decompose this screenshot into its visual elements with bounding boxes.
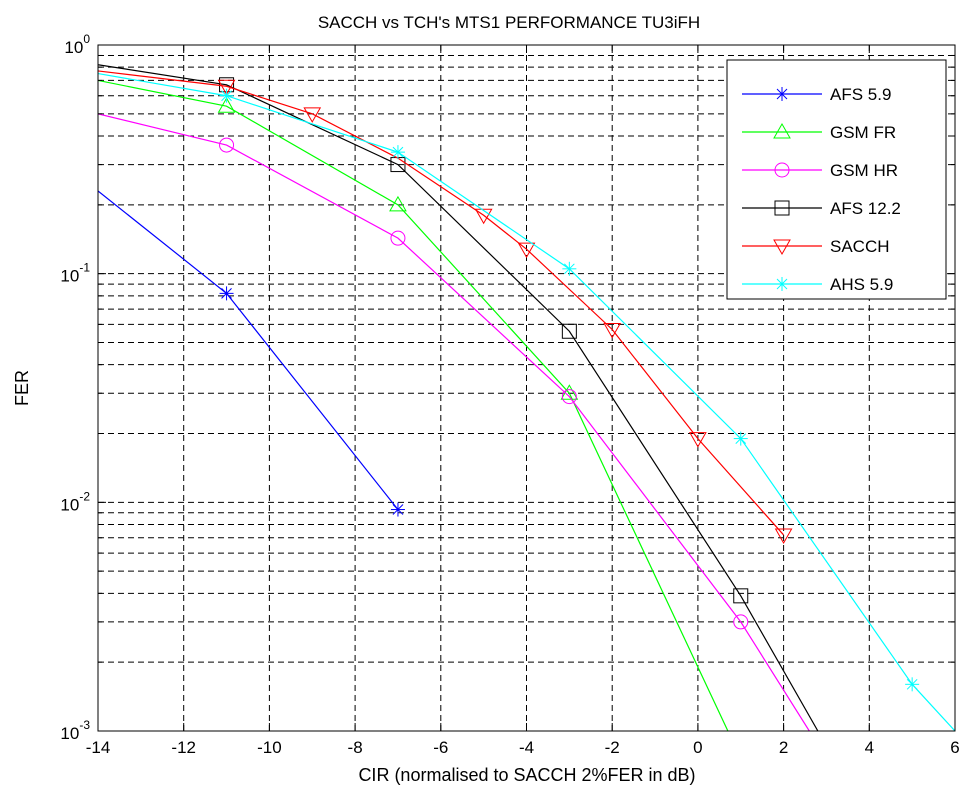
x-tick-label: 0 bbox=[693, 738, 702, 757]
x-tick-label: -4 bbox=[519, 738, 534, 757]
x-tick-label: -10 bbox=[257, 738, 282, 757]
data-point bbox=[390, 502, 405, 517]
legend-label: AFS 12.2 bbox=[830, 199, 901, 218]
chart-title: SACCH vs TCH's MTS1 PERFORMANCE TU3iFH bbox=[318, 13, 700, 32]
legend-entry-afs-5-9: AFS 5.9 bbox=[742, 85, 891, 104]
legend-entry-gsm-fr: GSM FR bbox=[742, 122, 896, 142]
series-line bbox=[98, 113, 810, 731]
legend: AFS 5.9 GSM FR GSM HR AFS 12.2 SACCH AHS 5.9 bbox=[726, 59, 947, 300]
series-ahs-5-9 bbox=[98, 72, 955, 731]
x-tick-label: -6 bbox=[433, 738, 448, 757]
legend-label: GSM FR bbox=[830, 123, 896, 142]
data-point bbox=[390, 230, 406, 246]
series-gsm-fr bbox=[98, 79, 729, 731]
legend-entry-gsm-hr: GSM HR bbox=[742, 161, 898, 180]
legend-entry-afs-12-2: AFS 12.2 bbox=[742, 199, 901, 218]
data-point bbox=[733, 614, 749, 630]
data-point bbox=[219, 88, 234, 103]
series-sacch bbox=[98, 70, 793, 544]
data-point bbox=[733, 588, 749, 604]
data-point bbox=[905, 677, 920, 692]
legend-entry-ahs-5-9: AHS 5.9 bbox=[742, 275, 893, 294]
legend-marker bbox=[774, 162, 790, 178]
data-point bbox=[603, 322, 622, 339]
data-point bbox=[562, 261, 577, 276]
legend-marker bbox=[773, 239, 791, 256]
data-point bbox=[774, 528, 793, 544]
y-tick-label: 100 bbox=[64, 32, 90, 57]
data-point bbox=[474, 208, 493, 225]
y-tick-label: 10-1 bbox=[60, 261, 90, 286]
data-point bbox=[689, 432, 707, 448]
series-layer bbox=[98, 64, 955, 731]
data-point bbox=[217, 79, 236, 96]
data-point bbox=[390, 145, 405, 160]
data-point bbox=[219, 286, 234, 301]
data-point bbox=[517, 242, 536, 259]
legend-marker bbox=[774, 200, 790, 216]
series-line bbox=[98, 79, 729, 731]
legend-label: GSM HR bbox=[830, 161, 898, 180]
data-point bbox=[219, 137, 235, 153]
series-line bbox=[98, 64, 819, 731]
x-tick-label: 2 bbox=[779, 738, 788, 757]
series-afs-5-9 bbox=[98, 190, 405, 517]
x-tick-label: -8 bbox=[348, 738, 363, 757]
legend-label: AHS 5.9 bbox=[830, 275, 893, 294]
x-tick-label: 6 bbox=[950, 738, 959, 757]
y-tick-label: 10-3 bbox=[60, 718, 90, 743]
data-point bbox=[733, 431, 748, 446]
y-tick-label: 10-2 bbox=[60, 489, 90, 514]
data-point bbox=[561, 323, 577, 339]
legend-marker bbox=[773, 122, 791, 139]
series-afs-12-2 bbox=[98, 64, 819, 731]
axis-ticks: -14 -12 -10 -8 -6 -4 -2 0 2 4 6 10-3 10-2 10-1 100 bbox=[60, 32, 959, 757]
x-axis-label: CIR (normalised to SACCH 2%FER in dB) bbox=[358, 765, 695, 785]
x-tick-label: -2 bbox=[605, 738, 620, 757]
x-tick-label: -12 bbox=[171, 738, 196, 757]
y-axis-label: FER bbox=[12, 370, 32, 406]
x-tick-label: 4 bbox=[865, 738, 874, 757]
series-line bbox=[98, 70, 785, 536]
data-point bbox=[303, 107, 322, 123]
legend-entry-sacch: SACCH bbox=[742, 237, 890, 256]
legend-box bbox=[726, 59, 947, 300]
data-point bbox=[389, 195, 407, 212]
data-point bbox=[217, 97, 236, 113]
legend-marker bbox=[775, 277, 789, 291]
legend-marker bbox=[775, 87, 789, 101]
data-point bbox=[561, 389, 577, 405]
legend-label: AFS 5.9 bbox=[830, 85, 891, 104]
x-tick-label: -14 bbox=[86, 738, 111, 757]
series-gsm-hr bbox=[98, 113, 810, 731]
legend-label: SACCH bbox=[830, 237, 890, 256]
